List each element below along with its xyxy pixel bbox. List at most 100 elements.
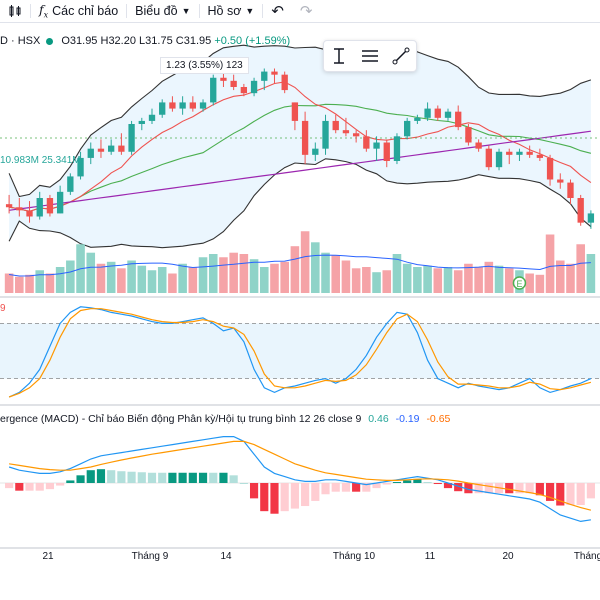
macd-histogram-bar xyxy=(443,483,453,489)
macd-histogram-bar xyxy=(566,483,575,506)
candle-body xyxy=(210,77,217,103)
symbol-label[interactable]: D · HSX xyxy=(0,35,41,47)
candle-body xyxy=(312,148,319,155)
volume-bar xyxy=(188,267,198,293)
x-axis-tick-label: Tháng xyxy=(574,551,600,562)
macd-histogram-bar xyxy=(239,483,248,484)
macd-histogram-bar xyxy=(403,480,412,483)
macd-histogram-bar xyxy=(586,483,595,499)
candle-body xyxy=(577,198,584,223)
macd-histogram-bar xyxy=(15,483,24,491)
volume-bar xyxy=(147,270,157,293)
profile-menu-button[interactable]: Hồ sơ ▼ xyxy=(200,0,263,22)
x-axis-tick-label: 14 xyxy=(220,551,232,562)
candle-body xyxy=(485,148,492,168)
candle-body xyxy=(516,151,523,155)
candle-body xyxy=(322,120,329,149)
candle-body xyxy=(77,157,84,177)
volume-bar xyxy=(300,231,310,293)
macd-histogram-bar xyxy=(260,483,269,512)
candle-body xyxy=(444,111,452,118)
volume-bar xyxy=(474,267,483,293)
macd-histogram-bar xyxy=(515,483,524,494)
candle-body xyxy=(383,142,390,161)
volume-bar xyxy=(331,255,341,293)
macd-legend: ergence (MACD) - Chỉ báo Biến động Phân … xyxy=(0,413,450,425)
bollinger-band-fill xyxy=(9,45,591,248)
macd-histogram-bar xyxy=(280,483,289,512)
volume-bar xyxy=(198,257,208,293)
macd-histogram-bar xyxy=(178,472,187,483)
volume-bar xyxy=(402,263,412,293)
volume-bar xyxy=(66,260,75,293)
volume-bar xyxy=(555,260,565,293)
volume-bar xyxy=(249,259,259,293)
volume-bar xyxy=(535,274,545,293)
volume-value: 10.983M xyxy=(0,155,39,166)
chart-menu-button[interactable]: Biểu đồ ▼ xyxy=(127,0,198,22)
macd-histogram-bar xyxy=(117,471,126,483)
candle-body xyxy=(179,102,186,109)
redo-button[interactable]: ↷ xyxy=(292,0,321,22)
candle-body xyxy=(5,204,13,208)
volume-bar xyxy=(586,254,596,293)
trend-line-icon[interactable] xyxy=(392,47,410,65)
indicators-button[interactable]: fx Các chỉ báo xyxy=(31,0,126,22)
candle-type-button[interactable] xyxy=(0,0,30,22)
candle-body xyxy=(148,114,156,121)
macd-histogram-bar xyxy=(147,472,157,483)
macd-histogram-bar xyxy=(352,483,361,492)
macd-value: 0.46 xyxy=(368,413,389,425)
candle-body xyxy=(465,127,472,143)
volume-bar xyxy=(494,265,504,293)
volume-bar xyxy=(208,254,218,293)
volume-bar xyxy=(290,246,300,293)
macd-histogram-bar xyxy=(66,480,75,483)
macd-histogram-bar xyxy=(576,483,585,506)
macd-histogram-bar xyxy=(198,472,208,483)
macd-histogram-bar xyxy=(96,469,106,483)
x-axis-tick-label: 11 xyxy=(425,551,436,562)
undo-button[interactable]: ↶ xyxy=(263,0,292,22)
redo-icon: ↷ xyxy=(299,3,313,20)
ma-short-line xyxy=(9,81,592,212)
volume-bar xyxy=(45,273,55,293)
candle-body xyxy=(301,120,309,155)
horizontal-lines-icon[interactable] xyxy=(360,47,380,65)
volume-ma-value: 25.341M xyxy=(41,155,81,166)
candle-body xyxy=(506,151,513,155)
earnings-marker-label: E xyxy=(516,279,522,289)
volume-bar xyxy=(86,252,96,293)
candle-body xyxy=(128,124,135,152)
earnings-marker xyxy=(512,276,527,290)
volume-bar xyxy=(229,252,238,293)
candle-body xyxy=(36,198,43,217)
candle-body xyxy=(363,136,370,149)
volume-bar xyxy=(117,268,126,293)
open-value: O31.95 xyxy=(61,35,98,47)
profile-menu-label: Hồ sơ xyxy=(207,4,242,18)
toolbar-divider xyxy=(262,4,264,18)
volume-bar xyxy=(311,242,320,293)
volume-bar xyxy=(464,263,473,293)
macd-histogram-bar xyxy=(372,483,381,489)
candle-body xyxy=(56,191,64,214)
close-value: C31.95 xyxy=(175,35,212,47)
volume-bar xyxy=(372,272,381,293)
function-icon: fx xyxy=(39,2,49,20)
macd-histogram-bar xyxy=(209,472,218,483)
macd-histogram-bar xyxy=(25,483,34,491)
macd-histogram-bar xyxy=(249,483,259,499)
volume-bar xyxy=(484,261,494,293)
candle-body xyxy=(261,71,268,81)
volume-bar xyxy=(443,267,453,293)
drawing-toolbar xyxy=(323,40,417,72)
x-axis-tick-label: Tháng 10 xyxy=(333,551,376,562)
undo-icon: ↶ xyxy=(271,3,284,20)
candle-body xyxy=(536,154,544,158)
macd-title: ergence (MACD) - Chỉ báo Biến động Phân … xyxy=(0,413,362,425)
vertical-measure-icon[interactable] xyxy=(330,47,348,65)
volume-bar xyxy=(96,263,106,293)
candle-body xyxy=(342,130,350,134)
